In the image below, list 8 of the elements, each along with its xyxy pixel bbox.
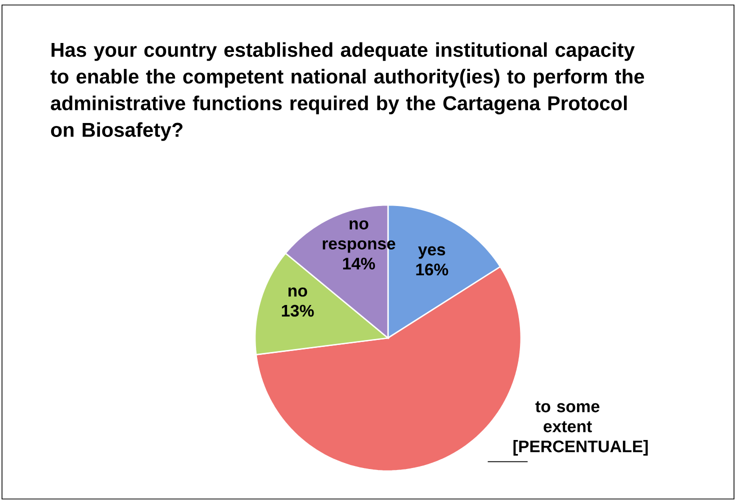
data-label: 14%: [343, 258, 375, 270]
slice-label: to some extent: [535, 401, 600, 432]
data-label: [PERCENTUALE]: [514, 440, 648, 456]
slice-label: no: [288, 288, 308, 297]
data-label: 16%: [416, 264, 448, 276]
chart-title: Has your country established adequate institutional capacity to enable the competent national authority(ies) to perform the administrative functions required by the Cartagena Protocol on Biosafety?: [50, 42, 644, 141]
data-label: 13%: [282, 304, 314, 317]
slice-label: yes: [418, 246, 446, 259]
